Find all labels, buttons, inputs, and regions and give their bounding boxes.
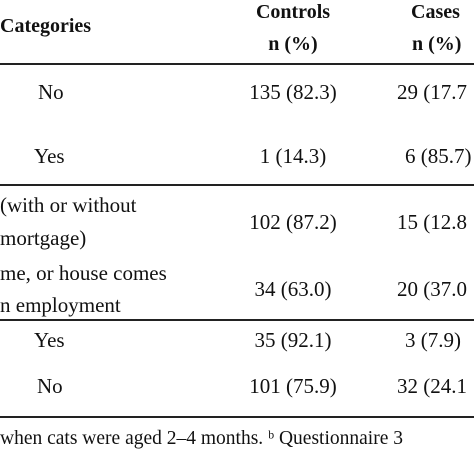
table-footnote: when cats were aged 2–4 months. ᵇ Questi… <box>0 428 403 449</box>
row-5-category: Yes <box>34 328 65 352</box>
row-5-cases: 3 (7.9) <box>405 328 461 352</box>
row-2-cases: 6 (85.7) <box>405 144 472 168</box>
header-cases: Cases <box>411 1 460 23</box>
row-4-category-line1: me, or house comes <box>0 261 167 285</box>
row-3-cases: 15 (12.8 <box>397 210 467 234</box>
row-6-category: No <box>37 374 63 398</box>
row-4-cases: 20 (37.0 <box>397 277 467 301</box>
row-1-cases: 29 (17.7 <box>397 80 467 104</box>
group-rule-1 <box>0 184 474 186</box>
row-1-category: No <box>38 80 64 104</box>
row-1-controls: 135 (82.3) <box>249 80 337 104</box>
header-cases-unit: n (%) <box>412 33 462 55</box>
group-rule-2 <box>0 319 474 321</box>
row-3-controls: 102 (87.2) <box>249 210 337 234</box>
row-5-controls: 35 (92.1) <box>254 328 332 352</box>
bottom-rule <box>0 416 474 418</box>
row-3-category-line2: mortgage) <box>0 226 87 250</box>
row-4-category-line2: n employment <box>0 293 121 317</box>
row-2-category: Yes <box>34 144 65 168</box>
row-6-cases: 32 (24.1 <box>397 374 467 398</box>
header-controls: Controls <box>255 1 331 23</box>
header-categories: Categories <box>0 15 92 37</box>
header-controls-unit: n (%) <box>268 33 318 55</box>
row-4-controls: 34 (63.0) <box>254 277 332 301</box>
row-2-controls: 1 (14.3) <box>259 144 327 168</box>
header-rule <box>0 63 474 65</box>
row-3-category-line1: (with or without <box>0 193 137 217</box>
row-6-controls: 101 (75.9) <box>249 374 337 398</box>
